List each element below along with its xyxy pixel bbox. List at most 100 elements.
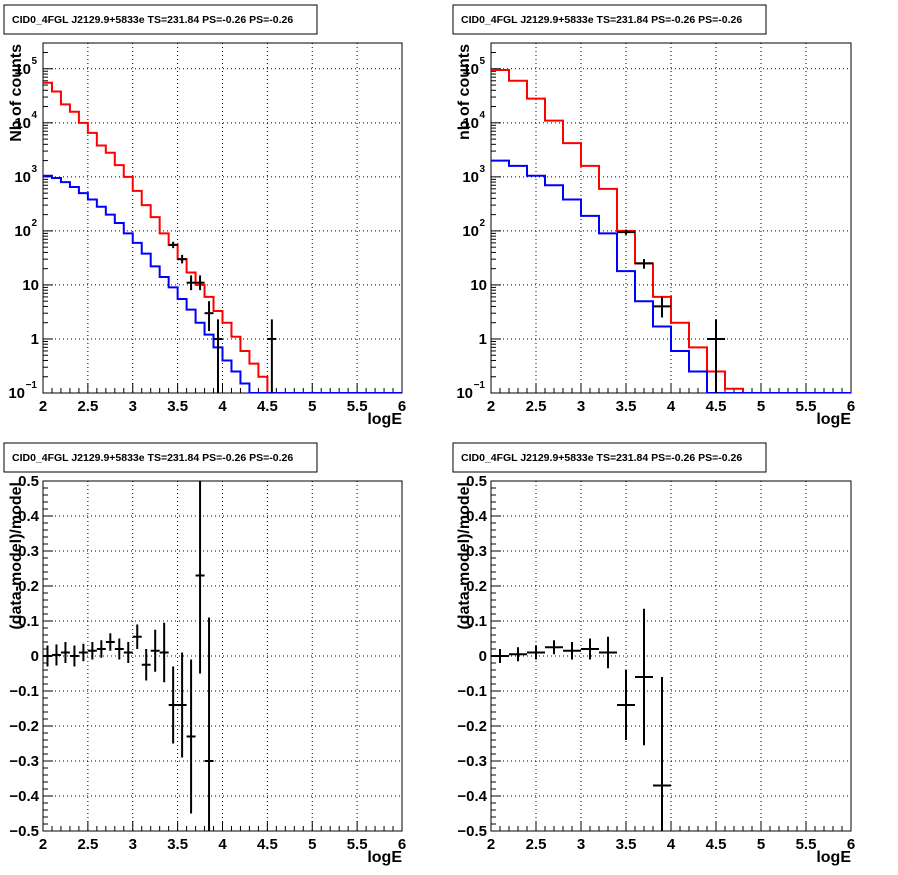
y-tick-label: −0.2 (9, 718, 39, 735)
y-tick-label: 10 (470, 277, 487, 294)
y-tick-label-exponent: 3 (31, 164, 37, 175)
y-tick-label: −0.3 (9, 753, 39, 770)
x-tick-label: 5.5 (347, 836, 368, 853)
model-total-histogram (43, 81, 402, 393)
title-box (3, 4, 318, 35)
y-axis-title: (data-model)/model (8, 482, 25, 630)
data-point (491, 649, 509, 663)
data-point (635, 259, 653, 269)
data-point (51, 644, 61, 666)
y-tick-label: 0.3 (466, 543, 487, 560)
y-tick-label-exponent: 2 (479, 218, 485, 229)
y-axis-title: (data-model)/model (456, 482, 473, 630)
x-tick-label: 5.5 (796, 398, 817, 415)
plot-area (43, 81, 402, 393)
y-tick-label: 10 (14, 115, 31, 132)
data-point (177, 254, 187, 264)
title-box (452, 4, 767, 35)
axis-ticks (490, 480, 852, 832)
x-tick-label: 4 (667, 836, 676, 853)
x-tick-label: 2.5 (526, 398, 547, 415)
x-tick-label: 2.5 (77, 836, 98, 853)
x-tick-label: 5 (308, 398, 316, 415)
data-point (563, 642, 581, 660)
y-tick-label: 0.2 (466, 578, 487, 595)
y-tick-label: 10 (8, 385, 25, 402)
y-tick-label-exponent: 5 (479, 56, 485, 67)
y-tick-label: 0 (31, 648, 39, 665)
axis-ticks (42, 42, 403, 394)
y-tick-label-exponent: −1 (26, 380, 38, 391)
y-tick-label: 10 (462, 115, 479, 132)
x-axis-title: logE (816, 411, 851, 428)
chart-title: CID0_4FGL J2129.9+5833e TS=231.84 PS=-0.… (461, 14, 742, 26)
y-tick-label: −0.3 (457, 753, 487, 770)
x-tick-label: 4 (667, 398, 676, 415)
x-tick-label: 2 (39, 398, 47, 415)
chart-title: CID0_4FGL J2129.9+5833e TS=231.84 PS=-0.… (12, 14, 293, 26)
x-tick-label: 3.5 (616, 398, 637, 415)
data-point (195, 275, 205, 291)
y-tick-label-exponent: 4 (31, 110, 37, 121)
x-tick-label: 4.5 (257, 836, 278, 853)
y-tick-label: 10 (462, 169, 479, 186)
data-point (204, 617, 214, 831)
data-point (186, 659, 196, 814)
x-tick-label: 3 (577, 398, 585, 415)
axis-ticks (42, 480, 403, 832)
x-tick-label: 5 (308, 836, 316, 853)
y-tick-label: −0.5 (9, 823, 39, 840)
y-tick-label-exponent: 2 (31, 218, 37, 229)
plot-area (491, 608, 671, 831)
y-tick-label: 0.5 (18, 473, 39, 490)
y-tick-label-exponent: 4 (479, 110, 485, 121)
x-tick-label: 6 (398, 398, 406, 415)
y-tick-label: 1 (479, 331, 487, 348)
data-point (60, 642, 70, 663)
x-tick-label: 5 (757, 398, 765, 415)
x-tick-label: 2 (39, 836, 47, 853)
y-tick-label: −0.4 (9, 788, 39, 805)
title-box (3, 442, 318, 473)
x-tick-label: 3.5 (167, 398, 188, 415)
y-tick-label: 10 (14, 61, 31, 78)
x-tick-label: 5.5 (347, 398, 368, 415)
model-source-histogram (491, 159, 851, 393)
data-point (653, 296, 671, 318)
chart-panel-2: 2 2.5 3 3.5 4 4.5 5 5.5 6−110110210310410510logE… (452, 4, 855, 428)
data-point (141, 649, 151, 681)
data-point (78, 643, 88, 662)
x-tick-label: 4.5 (257, 398, 278, 415)
data-point (159, 622, 169, 683)
data-point (509, 647, 527, 662)
data-point (204, 301, 214, 332)
chart-panel-4: 2 2.5 3 3.5 4 4.5 5 5.5 6 −0.5 −0.4 −0.3 −0.2 −0.1 0 0.… (452, 442, 855, 866)
data-point (213, 319, 223, 393)
plot-area (491, 68, 851, 393)
y-axis-title: Nb of counts (8, 44, 25, 142)
data-point (132, 624, 142, 649)
y-tick-label: 0.1 (18, 613, 39, 630)
y-tick-label: 0.4 (466, 508, 488, 525)
y-tick-label-exponent: 3 (479, 164, 485, 175)
data-point (707, 319, 725, 393)
x-tick-label: 3 (129, 836, 137, 853)
data-point (43, 645, 52, 667)
x-tick-label: 3 (129, 398, 137, 415)
x-tick-label: 3 (577, 836, 585, 853)
y-tick-label: 10 (14, 223, 31, 240)
x-tick-label: 2.5 (526, 836, 547, 853)
data-point (599, 636, 617, 669)
data-point (617, 670, 635, 740)
x-axis-title: logE (816, 849, 851, 866)
y-tick-label: 10 (22, 277, 39, 294)
y-tick-label: 0.3 (18, 543, 39, 560)
y-tick-label: 10 (462, 61, 479, 78)
grid (491, 481, 851, 831)
x-tick-label: 6 (847, 398, 855, 415)
y-tick-label: −0.5 (457, 823, 487, 840)
data-point (69, 645, 79, 667)
x-tick-label: 3.5 (167, 836, 188, 853)
data-point (267, 319, 277, 393)
